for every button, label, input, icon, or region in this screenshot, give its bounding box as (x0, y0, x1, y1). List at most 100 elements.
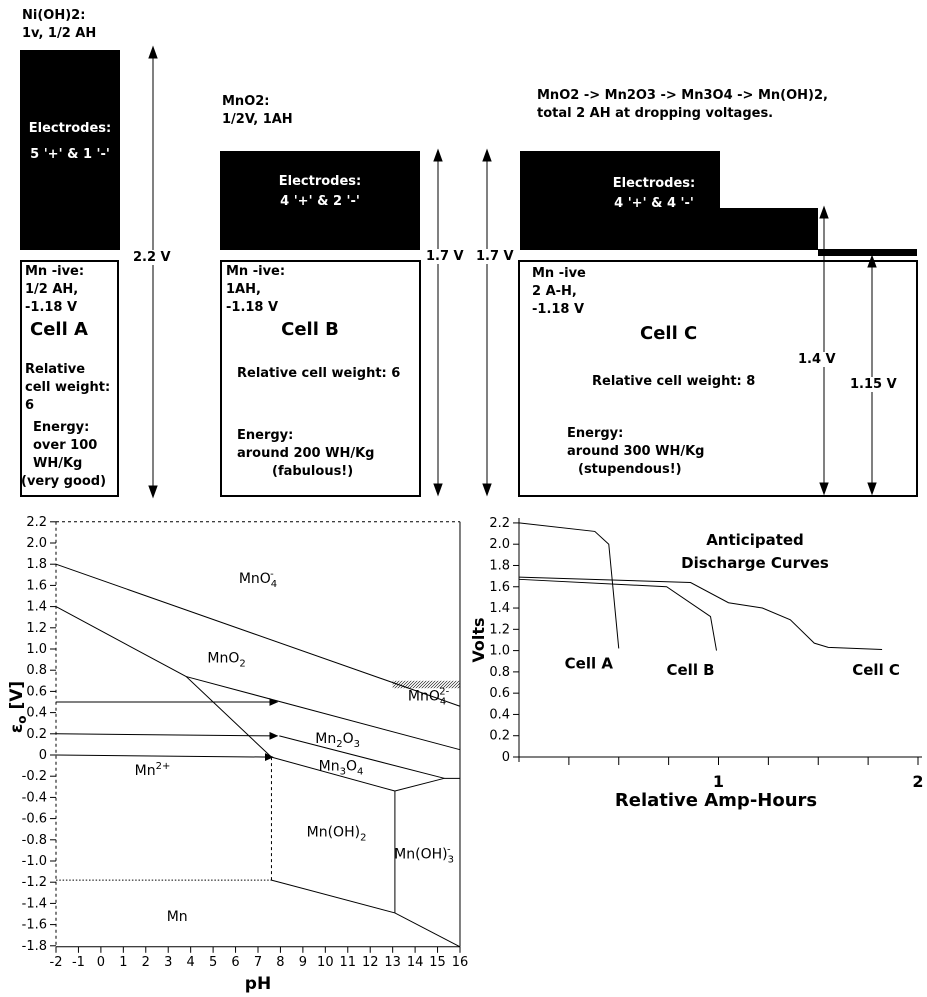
cell-a-weight-line1: Relative (25, 362, 86, 377)
y-tick-label: 0.2 (26, 727, 47, 742)
cell-b-title: Cell B (281, 319, 339, 340)
cell-c-negative-line3: -1.18 V (532, 302, 585, 317)
mno2-label-line1: MnO2: (222, 94, 270, 109)
arrow-0p2v (55, 731, 279, 740)
region-label: Mn2O3 (315, 731, 360, 750)
region-label: Mn(OH)2 (307, 824, 367, 843)
cell-a-box (20, 260, 119, 497)
y-tick-label: 1.8 (489, 558, 510, 573)
mn3o4-mnoh2-boundary (271, 756, 396, 792)
x-tick-label: -2 (50, 955, 63, 970)
x-tick-label: 8 (276, 955, 284, 970)
y-tick-label: -0.2 (22, 769, 47, 784)
region-label: Mn (167, 909, 188, 925)
mn-sequence-label-line2: total 2 AH at dropping voltages. (537, 106, 774, 121)
y-tick-label: 1.6 (26, 578, 47, 593)
x-tick-label: 6 (231, 955, 239, 970)
x-tick-label: 3 (164, 955, 172, 970)
y-tick-label: -1.2 (22, 875, 47, 890)
cell-a-weight-line3: 6 (25, 398, 35, 413)
curve-cell-a (518, 522, 620, 649)
electrode-block-cell-c-main (520, 151, 720, 250)
block-a-text-line2: 5 '+' & 1 '-' (30, 147, 110, 162)
y-tick-label: 1.2 (489, 622, 510, 637)
mno2-label-line2: 1/2V, 1AH (222, 112, 293, 127)
arrow-label-1p4v: 1.4 V (796, 352, 838, 367)
electrode-block-cell-c-step (720, 208, 818, 250)
y-tick-label: 2.2 (26, 515, 47, 530)
region-label: Mn(OH)3- (394, 845, 454, 866)
y-tick-label: 0 (502, 750, 510, 765)
discharge-title-line: Anticipated (706, 531, 804, 549)
cell-c-title: Cell C (640, 323, 698, 344)
y-tick-label: -1.8 (22, 939, 47, 954)
x-tick-label: 5 (209, 955, 217, 970)
y-tick-label: 1.0 (26, 642, 47, 657)
cell-b-energy-line2: around 200 WH/Kg (237, 446, 375, 461)
block-c-text-line1: Electrodes: (612, 176, 696, 191)
mn-sequence-label-line1: MnO2 -> Mn2O3 -> Mn3O4 -> Mn(OH)2, (537, 88, 828, 103)
mno2-mn2o3-boundary (186, 676, 461, 751)
discharge-axes (513, 518, 922, 765)
cell-c-energy-line3: (stupendous!) (578, 462, 682, 477)
y-axis-title: εo [V] (7, 681, 29, 733)
electrode-block-cell-a (20, 50, 120, 250)
region-label: MnO42- (408, 687, 450, 708)
y-tick-label: 1.2 (26, 621, 47, 636)
x-tick-label: 12 (362, 955, 379, 970)
y-tick-label: 0.8 (489, 665, 510, 680)
cell-a-energy-line3: WH/Kg (33, 456, 83, 471)
y-tick-label: 2.0 (26, 536, 47, 551)
y-tick-label: 0.2 (489, 729, 510, 744)
x-tick-label: 16 (452, 955, 469, 970)
y-tick-label: 0.4 (26, 706, 47, 721)
discharge-title-line: Discharge Curves (681, 554, 829, 572)
arrow-0v (55, 753, 274, 762)
y-tick-label: 0.6 (489, 686, 510, 701)
x-axis-title: pH (245, 974, 271, 994)
arrow-1p7v-right (482, 148, 492, 497)
cell-b-box (220, 260, 421, 497)
cell-a-energy-line4: (very good) (21, 474, 107, 489)
x-tick-label: 0 (97, 955, 105, 970)
y-tick-label: -0.8 (22, 833, 47, 848)
pourbaix-tick-labels: 2.2 2.0 1.8 1.6 1.4 1.2 1.0 0.8 0.6 0.4 0.2 0 -0.2 -0… (22, 515, 469, 970)
region-label: Mn3O4 (319, 759, 364, 778)
x-tick-label: 9 (299, 955, 307, 970)
curve-cell-b (518, 578, 717, 651)
cell-a-negative-line3: -1.18 V (25, 300, 78, 315)
cell-a-weight-line2: cell weight: (25, 380, 111, 395)
cell-a-energy-line2: over 100 (33, 438, 98, 453)
x-tick-label: 2 (912, 772, 923, 791)
x-tick-label: 1 (119, 955, 127, 970)
mn-upper-boundary-alkaline (271, 879, 461, 948)
region-label: Mn2+ (135, 761, 171, 779)
y-tick-label: -1.0 (22, 854, 47, 869)
y-axis-title: Volts (470, 617, 488, 662)
series-label: Cell A (565, 655, 614, 673)
electrode-block-cell-b (220, 151, 420, 250)
cell-b-negative-line2: 1AH, (226, 282, 261, 297)
y-tick-label: -1.4 (22, 896, 47, 911)
cell-a-energy-line1: Energy: (33, 420, 90, 435)
series-label: Cell C (852, 661, 900, 679)
pourbaix-diagram: 2.2 2.0 1.8 1.6 1.4 1.2 1.0 0.8 0.6 0.4 0.2 0 -0.2 -0… (7, 515, 469, 994)
y-tick-label: 2.0 (489, 537, 510, 552)
mnoh3-upper-boundary (394, 777, 460, 792)
discharge-title: Anticipated Discharge Curves (681, 531, 829, 572)
arrow-label-1p7v-left: 1.7 V (424, 249, 466, 264)
y-tick-label: -0.6 (22, 812, 47, 827)
y-tick-label: 0.6 (26, 684, 47, 699)
y-tick-label: 1.6 (489, 580, 510, 595)
region-label: MnO4- (239, 569, 277, 590)
y-tick-label: 0 (39, 748, 47, 763)
arrow-1p7v-left (433, 148, 443, 497)
x-tick-label: 7 (254, 955, 262, 970)
y-tick-label: 1.8 (26, 557, 47, 572)
cell-b-energy-line1: Energy: (237, 428, 294, 443)
cell-c-negative-line1: Mn -ive (532, 266, 586, 281)
nioh2-label-line1: Ni(OH)2: (22, 8, 86, 23)
x-tick-label: 4 (187, 955, 195, 970)
cell-c-energy-line2: around 300 WH/Kg (567, 444, 705, 459)
x-tick-label: 1 (713, 772, 724, 791)
